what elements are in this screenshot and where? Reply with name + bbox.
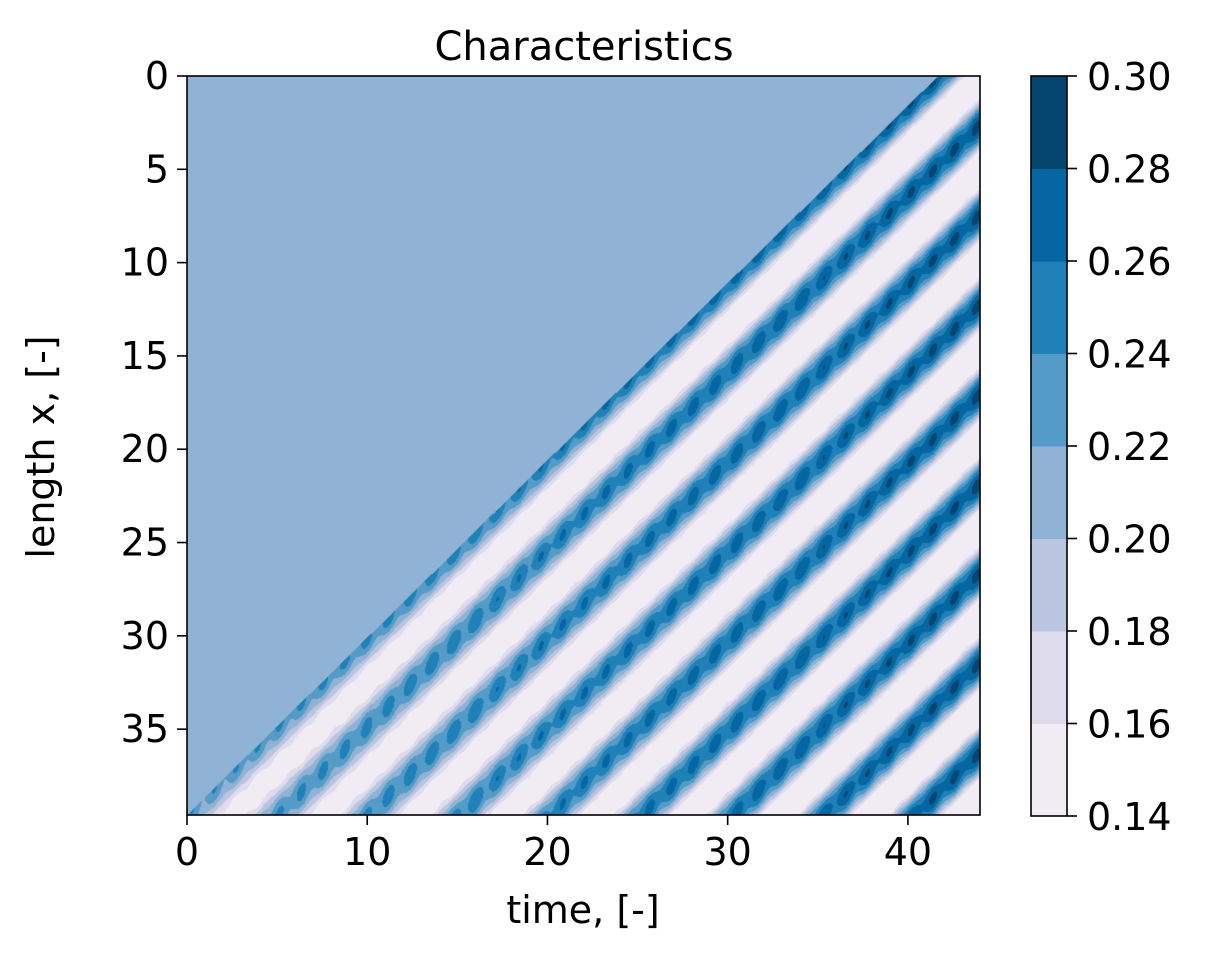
y-axis: 0 5 10 15 20 25 30 35 bbox=[121, 54, 187, 751]
colorbar-tick-label: 0.26 bbox=[1087, 240, 1172, 284]
x-tick-label: 30 bbox=[704, 830, 752, 874]
colorbar-segment bbox=[1031, 446, 1067, 539]
heatmap-field bbox=[187, 76, 980, 815]
y-tick-label: 35 bbox=[121, 707, 169, 751]
colorbar-segment bbox=[1031, 76, 1067, 169]
colorbar-tick-label: 0.14 bbox=[1087, 795, 1172, 839]
colorbar-tick-label: 0.16 bbox=[1087, 703, 1172, 747]
y-tick-label: 25 bbox=[121, 521, 169, 565]
x-tick-label: 40 bbox=[884, 830, 932, 874]
x-tick-label: 0 bbox=[175, 830, 199, 874]
y-tick-label: 5 bbox=[145, 147, 169, 191]
colorbar-tick-label: 0.30 bbox=[1087, 55, 1172, 99]
colorbar-tick-label: 0.20 bbox=[1087, 518, 1172, 562]
heatmap-area bbox=[187, 76, 980, 815]
y-tick-label: 15 bbox=[121, 334, 169, 378]
colorbar-tick-label: 0.24 bbox=[1087, 333, 1172, 377]
x-axis: 0 10 20 30 40 bbox=[175, 815, 932, 874]
colorbar-segment bbox=[1031, 261, 1067, 354]
y-tick-label: 30 bbox=[121, 614, 169, 658]
plot-frame bbox=[186, 75, 981, 816]
colorbar-tick-label: 0.22 bbox=[1087, 425, 1172, 469]
x-tick-label: 10 bbox=[343, 830, 391, 874]
colorbar-segment bbox=[1031, 538, 1067, 632]
y-axis-label: length x, [-] bbox=[19, 335, 63, 558]
colorbar-segment bbox=[1031, 723, 1067, 817]
colorbar-tick-label: 0.28 bbox=[1087, 148, 1172, 192]
chart-title: Characteristics bbox=[434, 24, 733, 70]
colorbar bbox=[1031, 76, 1067, 817]
y-tick-label: 20 bbox=[121, 427, 169, 471]
x-axis-label: time, [-] bbox=[506, 888, 659, 932]
colorbar-segment bbox=[1031, 168, 1067, 262]
y-tick-label: 0 bbox=[145, 54, 169, 98]
colorbar-segment bbox=[1031, 631, 1067, 724]
colorbar-segment bbox=[1031, 353, 1067, 447]
colorbar-ticks: 0.14 0.16 0.18 0.20 0.22 0.24 0.26 0.28 0.30 bbox=[1067, 55, 1172, 839]
x-tick-label: 20 bbox=[523, 830, 571, 874]
colorbar-tick-label: 0.18 bbox=[1087, 610, 1172, 654]
y-tick-label: 10 bbox=[121, 241, 169, 285]
